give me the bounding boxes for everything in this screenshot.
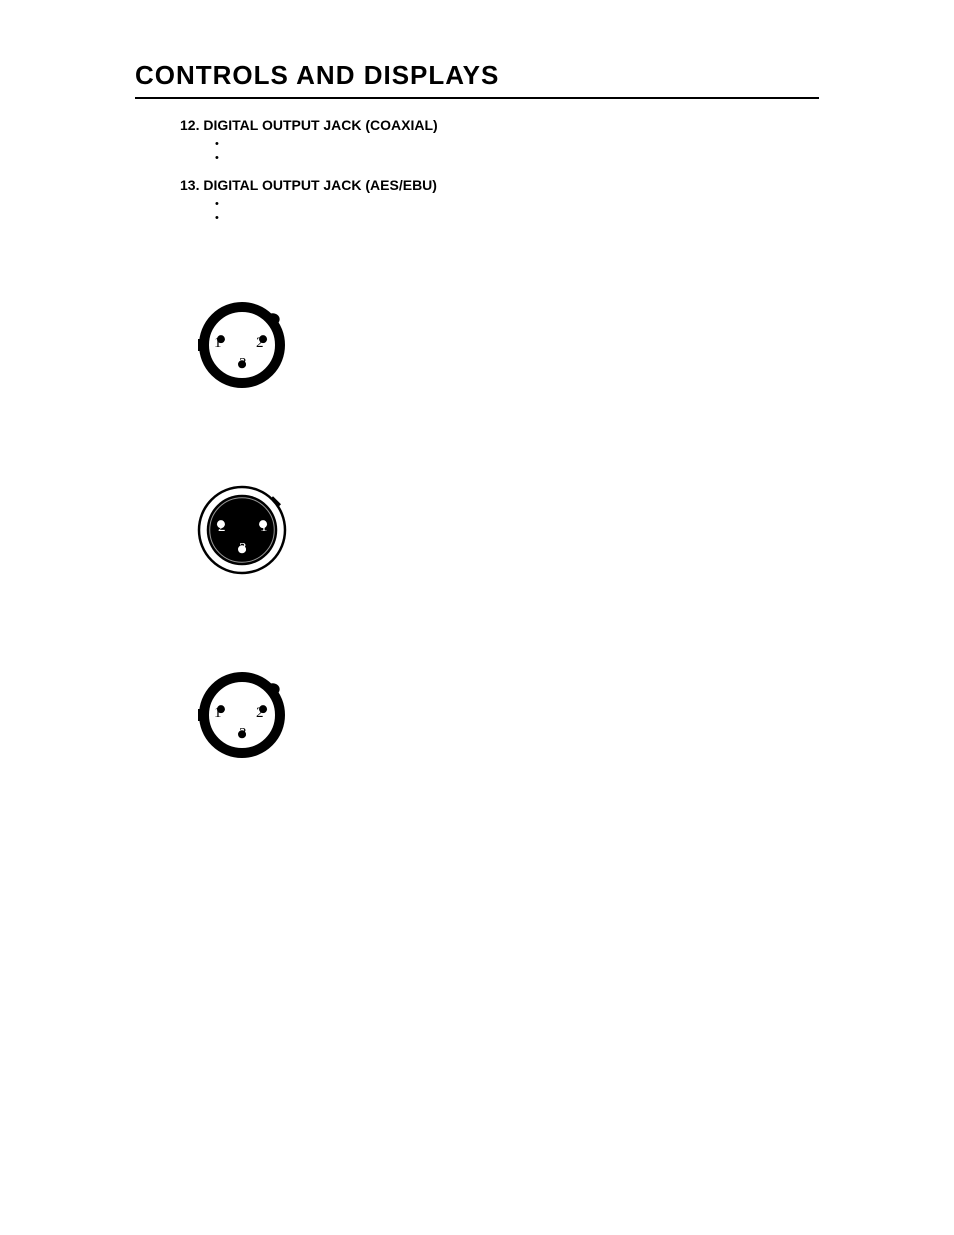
- pin-label: 2: [218, 519, 226, 535]
- connector-diagrams: 123213123: [197, 300, 819, 760]
- pin-label: 3: [239, 355, 247, 371]
- section-13-num: 13.: [180, 177, 199, 193]
- pin-label: 2: [256, 335, 264, 351]
- pin-label: 1: [214, 335, 222, 351]
- bullet: •: [215, 151, 819, 165]
- section-13-heading: 13. DIGITAL OUTPUT JACK (AES/EBU): [180, 177, 819, 193]
- pin-label: 1: [260, 519, 268, 535]
- title-rule: [135, 97, 819, 99]
- page: CONTROLS AND DISPLAYS 12. DIGITAL OUTPUT…: [0, 0, 954, 760]
- pin-label: 2: [256, 705, 264, 721]
- bullet: •: [215, 137, 819, 151]
- bullet: •: [215, 197, 819, 211]
- section-12: 12. DIGITAL OUTPUT JACK (COAXIAL) • •: [135, 117, 819, 165]
- section-12-num: 12.: [180, 117, 199, 133]
- section-13-label: DIGITAL OUTPUT JACK (AES/EBU): [203, 177, 437, 193]
- section-12-label: DIGITAL OUTPUT JACK (COAXIAL): [203, 117, 437, 133]
- pin-label: 3: [239, 725, 247, 741]
- connector-diagram-xlr-male-white: 1 23: [197, 300, 819, 390]
- bullet: •: [215, 211, 819, 225]
- section-13-bullets: • •: [215, 197, 819, 225]
- section-12-heading: 12. DIGITAL OUTPUT JACK (COAXIAL): [180, 117, 819, 133]
- section-12-bullets: • •: [215, 137, 819, 165]
- page-title: CONTROLS AND DISPLAYS: [135, 60, 819, 91]
- section-13: 13. DIGITAL OUTPUT JACK (AES/EBU) • •: [135, 177, 819, 225]
- pin-label: 3: [239, 540, 247, 556]
- connector-diagram-xlr-male-white: 1 23: [197, 670, 819, 760]
- connector-diagram-xlr-female-black: 2 13: [197, 485, 819, 575]
- pin-label: 1: [214, 705, 222, 721]
